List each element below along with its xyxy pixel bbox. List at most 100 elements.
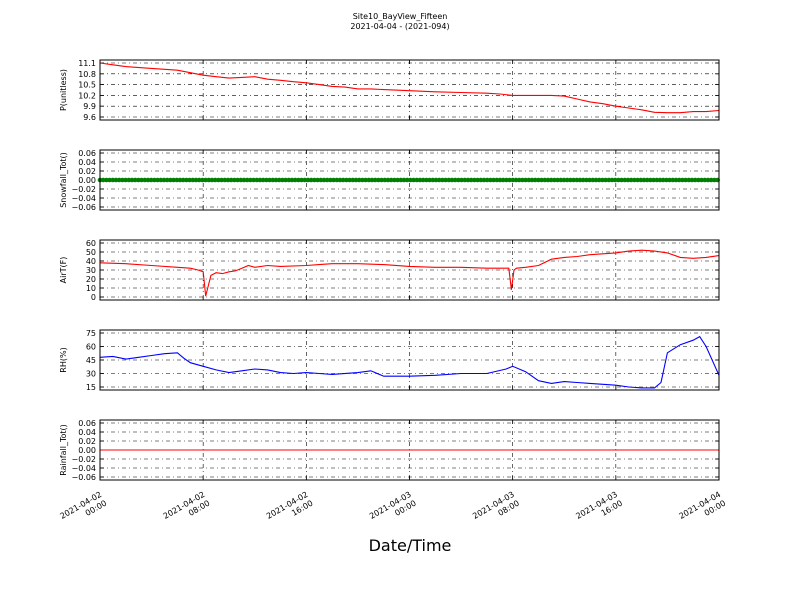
data-point xyxy=(398,177,404,183)
data-point xyxy=(308,177,314,183)
y-tick-label: 10 xyxy=(86,284,96,293)
data-point xyxy=(382,177,388,183)
data-point xyxy=(305,177,311,183)
data-point xyxy=(376,177,381,183)
data-point xyxy=(475,177,480,183)
data-point xyxy=(126,177,132,183)
data-point xyxy=(494,177,500,183)
series-line xyxy=(99,249,720,297)
data-point xyxy=(488,177,493,183)
data-point xyxy=(491,177,496,183)
data-point xyxy=(299,177,304,183)
y-tick-label: 0.04 xyxy=(78,158,96,167)
data-point xyxy=(552,177,557,183)
data-point xyxy=(712,177,717,183)
data-point xyxy=(683,177,688,183)
data-point xyxy=(296,177,301,183)
data-point xyxy=(184,177,189,183)
data-point xyxy=(136,177,141,183)
data-point xyxy=(673,177,679,183)
data-point xyxy=(113,177,119,183)
data-point xyxy=(596,177,602,183)
data-point xyxy=(155,177,160,183)
y-tick-label: −0.02 xyxy=(71,185,96,194)
data-point xyxy=(148,177,154,183)
data-point xyxy=(654,177,660,183)
data-point xyxy=(472,177,477,183)
y-tick-label: 30 xyxy=(86,370,96,379)
data-point xyxy=(564,177,570,183)
data-point xyxy=(510,177,516,183)
data-point xyxy=(152,177,157,183)
data-point xyxy=(427,177,432,183)
data-point xyxy=(548,177,554,183)
data-point xyxy=(312,177,317,183)
y-tick-label: 10.2 xyxy=(78,91,96,100)
data-point xyxy=(692,177,698,183)
data-point xyxy=(228,177,234,183)
data-point xyxy=(648,177,653,183)
data-point xyxy=(225,177,231,183)
panel-5: 0.060.040.020.00−0.02−0.04−0.06Rainfall_… xyxy=(59,419,720,482)
data-point xyxy=(696,177,701,183)
data-point xyxy=(539,177,544,183)
chart-title: Site10_BayView_Fifteen xyxy=(353,12,448,21)
data-point xyxy=(507,177,512,183)
data-point xyxy=(638,177,644,183)
data-point xyxy=(603,177,608,183)
data-point xyxy=(280,177,285,183)
data-point xyxy=(241,177,247,183)
y-tick-label: 0.02 xyxy=(78,437,96,446)
data-point xyxy=(436,177,442,183)
y-tick-label: 30 xyxy=(86,266,96,275)
data-point xyxy=(516,177,522,183)
data-point xyxy=(324,177,330,183)
data-point xyxy=(628,177,634,183)
data-point xyxy=(142,177,148,183)
panel-4: 75 60 45 30 15 RH(%) xyxy=(59,329,720,392)
data-point xyxy=(616,177,621,183)
data-point xyxy=(529,177,535,183)
data-point xyxy=(334,177,340,183)
y-axis-label: AirT(F) xyxy=(59,257,68,284)
data-point xyxy=(379,177,384,183)
y-tick-label: 15 xyxy=(86,383,96,392)
data-point xyxy=(104,177,109,183)
series-line xyxy=(99,62,720,114)
data-point xyxy=(590,177,596,183)
data-point xyxy=(625,177,631,183)
data-point xyxy=(702,177,708,183)
data-point xyxy=(449,177,455,183)
series-line xyxy=(99,335,720,389)
y-tick-label: 0.04 xyxy=(78,428,96,437)
data-point xyxy=(446,177,452,183)
data-point xyxy=(120,177,125,183)
data-point xyxy=(363,177,368,183)
data-point xyxy=(408,177,413,183)
data-point xyxy=(430,177,436,183)
data-point xyxy=(270,177,276,183)
data-point xyxy=(478,177,484,183)
data-point xyxy=(651,177,656,183)
data-point xyxy=(484,177,490,183)
panel-2: 0.060.040.020.00−0.02−0.04−0.06Snowfall_… xyxy=(59,149,720,212)
chart-subtitle: 2021-04-04 - (2021-094) xyxy=(350,22,449,31)
y-tick-label: 20 xyxy=(86,275,96,284)
data-point xyxy=(545,177,551,183)
data-point xyxy=(110,177,116,183)
y-tick-label: 0 xyxy=(91,293,96,302)
data-point xyxy=(132,177,138,183)
data-point xyxy=(206,177,212,183)
y-tick-label: −0.06 xyxy=(71,203,96,212)
data-point xyxy=(622,177,628,183)
data-point xyxy=(340,177,346,183)
data-point xyxy=(168,177,173,183)
data-point xyxy=(244,177,250,183)
data-point xyxy=(395,177,400,183)
data-point xyxy=(584,177,589,183)
panel-1: 11.1 10.8 10.510.2 9.9 9.6 P(unitless) xyxy=(59,59,720,122)
